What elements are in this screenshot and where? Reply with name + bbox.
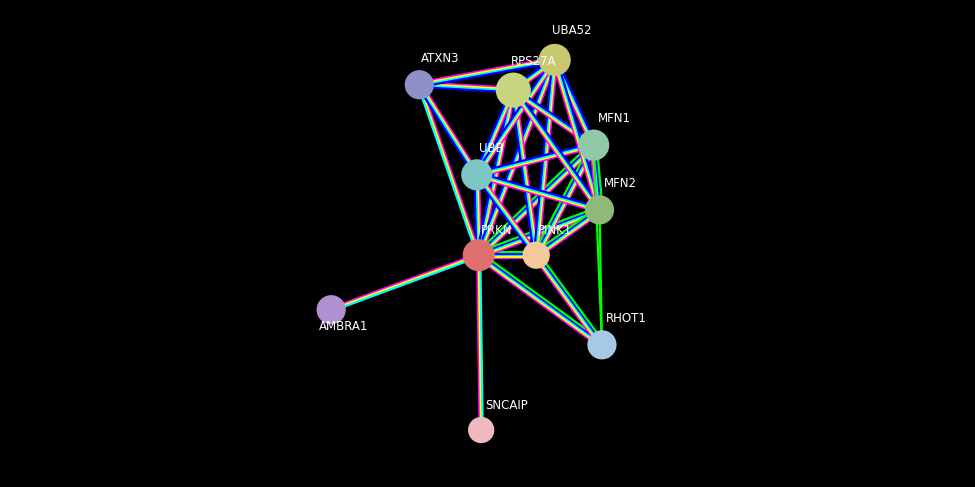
Text: UBA52: UBA52 [552,24,592,37]
Text: SNCAIP: SNCAIP [486,398,527,412]
Circle shape [578,130,609,161]
Text: ATXN3: ATXN3 [421,52,460,65]
Text: AMBRA1: AMBRA1 [319,320,369,333]
Text: PRKN: PRKN [481,224,512,237]
Circle shape [587,330,616,359]
Text: RHOT1: RHOT1 [605,312,646,325]
Circle shape [495,73,530,108]
Circle shape [463,239,494,271]
Circle shape [317,295,346,324]
Circle shape [468,417,494,443]
Text: MFN1: MFN1 [598,112,631,125]
Text: RPS27A: RPS27A [511,55,557,68]
Circle shape [523,242,550,269]
Text: PINK1: PINK1 [538,224,572,237]
Text: MFN2: MFN2 [604,177,637,190]
Circle shape [461,159,492,190]
Circle shape [405,70,434,99]
Text: UBB: UBB [479,142,503,155]
Circle shape [538,44,570,76]
Circle shape [585,195,614,225]
